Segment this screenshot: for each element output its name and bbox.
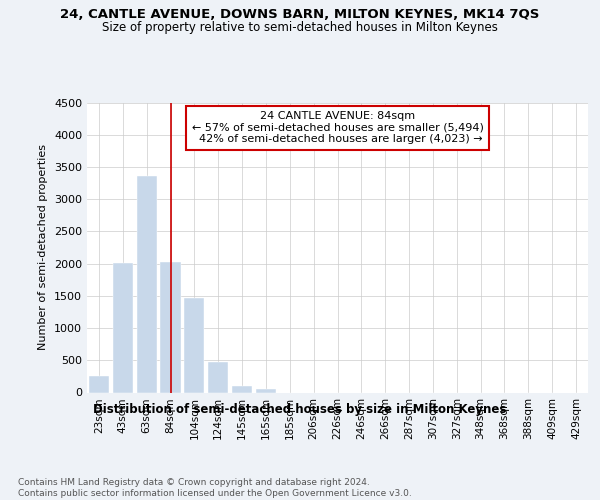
Text: Size of property relative to semi-detached houses in Milton Keynes: Size of property relative to semi-detach… [102, 21, 498, 34]
Bar [256, 389, 276, 392]
Bar [232, 386, 252, 392]
Text: Distribution of semi-detached houses by size in Milton Keynes: Distribution of semi-detached houses by … [94, 402, 506, 415]
Text: Contains HM Land Registry data © Crown copyright and database right 2024.
Contai: Contains HM Land Registry data © Crown c… [18, 478, 412, 498]
Bar [137, 176, 157, 392]
Bar [208, 362, 229, 392]
Bar [113, 263, 133, 392]
Bar [160, 262, 181, 392]
Y-axis label: Number of semi-detached properties: Number of semi-detached properties [38, 144, 49, 350]
Text: 24, CANTLE AVENUE, DOWNS BARN, MILTON KEYNES, MK14 7QS: 24, CANTLE AVENUE, DOWNS BARN, MILTON KE… [61, 8, 539, 20]
Text: 24 CANTLE AVENUE: 84sqm
← 57% of semi-detached houses are smaller (5,494)
  42% : 24 CANTLE AVENUE: 84sqm ← 57% of semi-de… [191, 111, 484, 144]
Bar [184, 298, 205, 392]
Bar [89, 376, 109, 392]
